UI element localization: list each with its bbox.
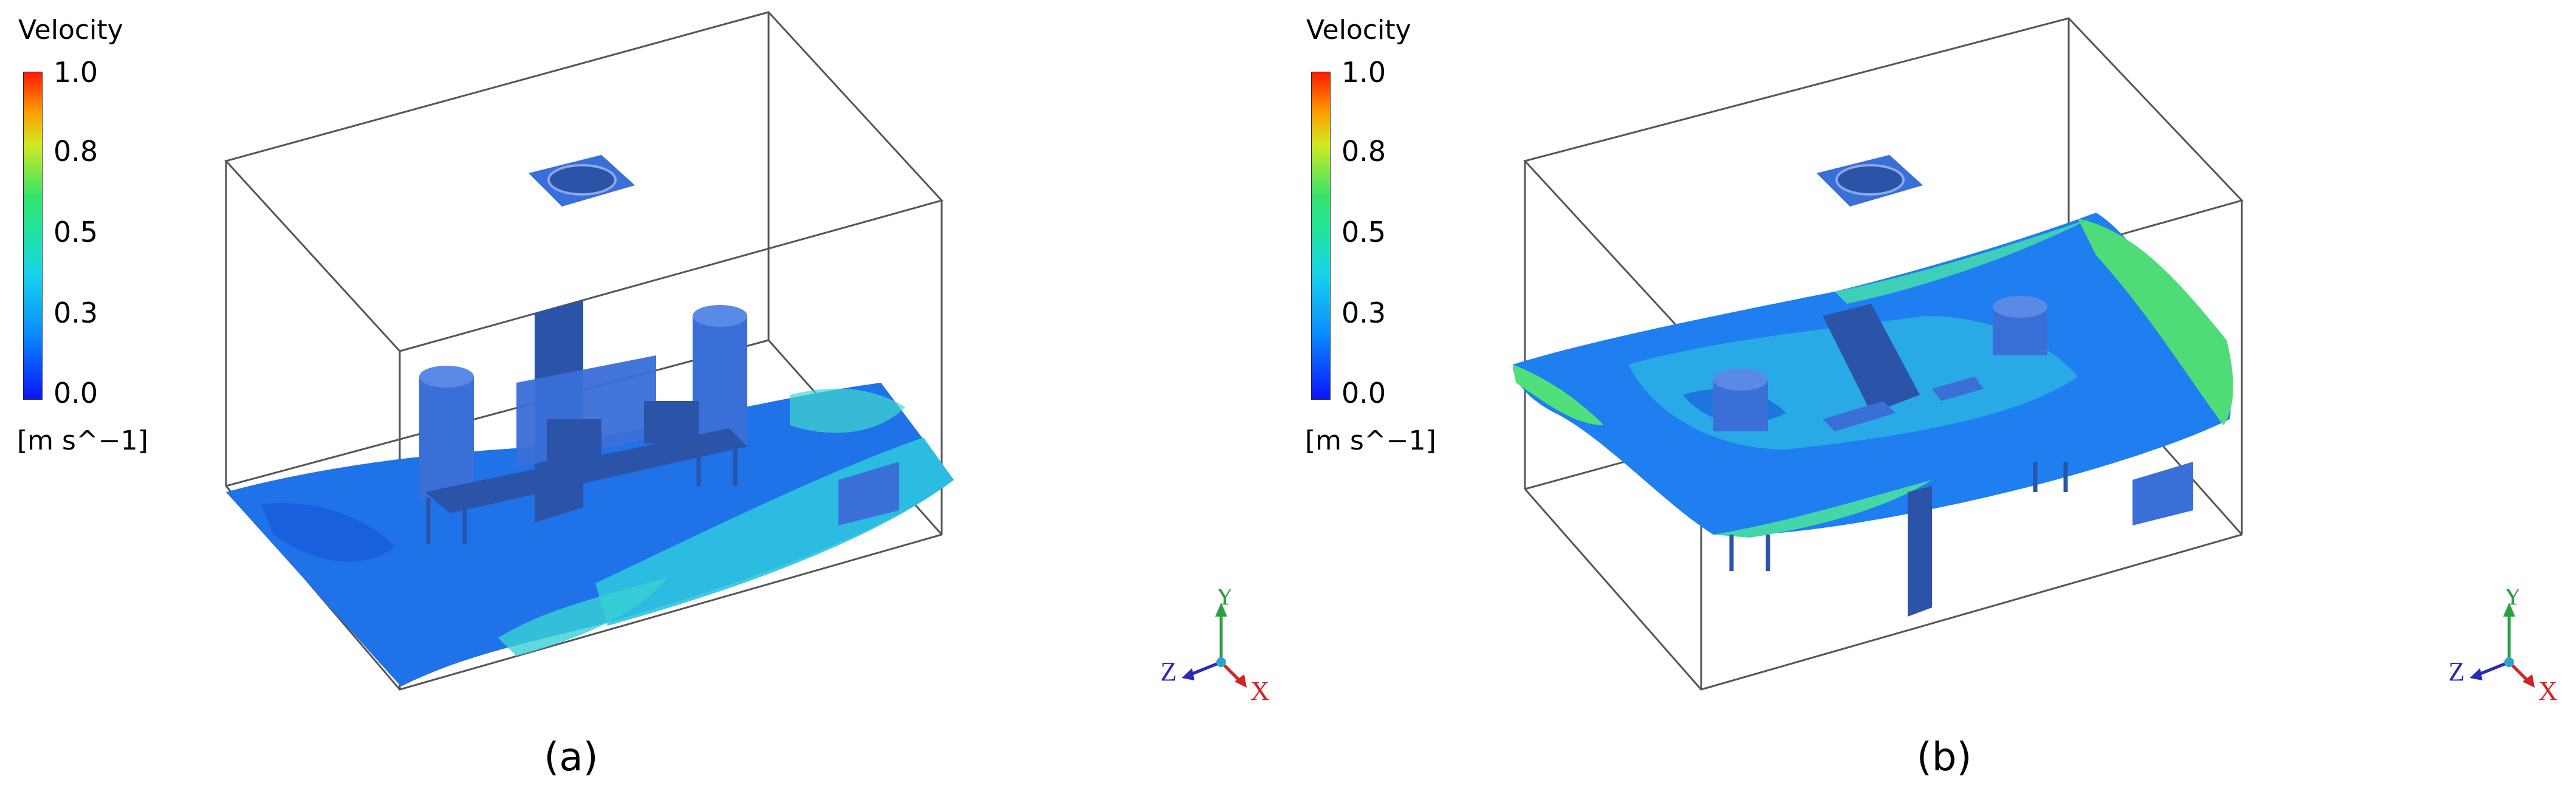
legend-units: [m s^−1] (1305, 425, 1436, 456)
orientation-triad: Y Z X (2448, 589, 2558, 706)
legend-units: [m s^−1] (17, 425, 148, 456)
simulation-scene-b (1513, 17, 2244, 691)
axis-z-label: Z (1160, 657, 1177, 686)
panel-caption: (a) (544, 735, 598, 780)
legend-title: Velocity (1306, 15, 1411, 46)
wall-vent (2132, 462, 2193, 525)
panel-caption: (b) (1916, 735, 1972, 780)
simulation-scene-a (224, 11, 954, 691)
legend-tick: 0.5 (53, 216, 98, 248)
panel-b: Velocity 1.0 0.8 0.5 0.3 0.0 [m s^−1] (1288, 0, 2576, 794)
fluid-surface (226, 383, 954, 686)
legend-tick: 0.0 (53, 377, 98, 409)
axis-y-label: Y (1215, 589, 1235, 611)
axis-x-label: X (1250, 676, 1270, 706)
axis-z-label: Z (2448, 657, 2465, 686)
panel-a: Velocity 1.0 0.8 0.5 0.3 0.0 [m s^−1] (17, 11, 1270, 780)
velocity-colorbar (1311, 72, 1331, 400)
wall-vent (838, 462, 899, 525)
ceiling-vent (1817, 155, 1923, 207)
velocity-colorbar (23, 72, 43, 400)
legend-tick: 1.0 (1341, 56, 1386, 89)
equipment-structure (419, 301, 747, 544)
legend-tick: 0.8 (1341, 135, 1386, 168)
axis-x-label: X (2538, 676, 2558, 706)
legend-tick: 0.3 (1341, 296, 1386, 329)
legend-tick: 1.0 (53, 56, 98, 89)
legend-tick: 0.0 (1341, 377, 1386, 409)
legend-tick: 0.8 (53, 135, 98, 168)
equipment-structure (1713, 296, 2068, 617)
ceiling-vent (529, 155, 635, 207)
orientation-triad: Y Z X (1160, 589, 1270, 706)
legend-tick: 0.5 (1341, 216, 1386, 248)
legend-tick: 0.3 (53, 296, 98, 329)
axis-y-label: Y (2503, 589, 2523, 611)
legend-title: Velocity (18, 15, 123, 46)
